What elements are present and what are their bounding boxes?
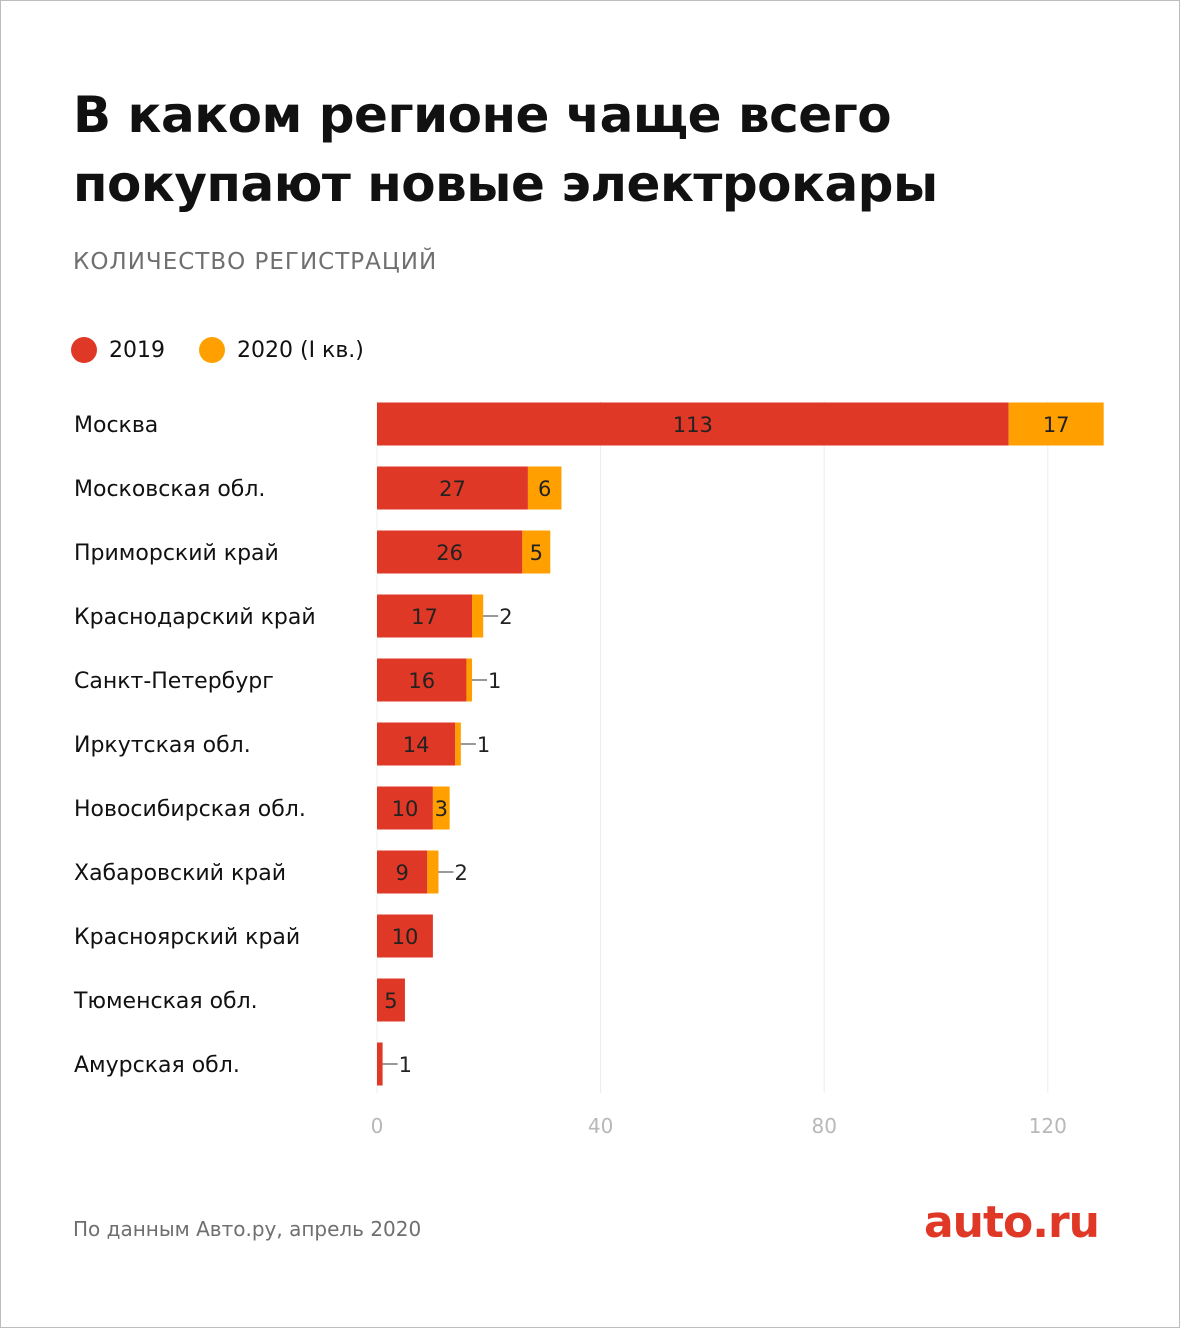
bar-value-small: 1 — [488, 669, 501, 693]
legend-label-2019: 2019 — [109, 337, 165, 363]
bar-2019 — [377, 658, 467, 702]
bar-value-2019: 14 — [403, 733, 430, 757]
auto-ru-logo: auto.ru — [923, 1197, 1100, 1248]
region-label: Московская обл. — [74, 477, 265, 502]
bar-value-2020: 5 — [530, 541, 543, 565]
bar-2019 — [377, 530, 523, 574]
x-tick-label: 40 — [588, 1114, 613, 1138]
legend-swatch-2019 — [71, 337, 97, 363]
bar-value-small: 2 — [454, 861, 467, 885]
title-line-1: В каком регионе чаще всего — [73, 86, 892, 144]
bar-2020 — [455, 722, 461, 766]
region-label: Новосибирская обл. — [74, 797, 306, 822]
region-label: Приморский край — [74, 541, 279, 566]
bar-value-2020: 6 — [538, 477, 551, 501]
legend-swatch-2020 — [199, 337, 225, 363]
region-label: Иркутская обл. — [74, 733, 251, 758]
bar-value-2019: 10 — [392, 797, 419, 821]
bar-value-2019: 9 — [395, 861, 408, 885]
region-label: Тюменская обл. — [73, 989, 258, 1014]
bar-2020 — [527, 466, 562, 510]
region-label: Красноярский край — [74, 925, 300, 950]
bar-2019 — [377, 850, 428, 894]
legend-item-2020: 2020 (I кв.) — [199, 335, 364, 365]
region-label: Москва — [74, 413, 158, 438]
source-note: По данным Авто.ру, апрель 2020 — [73, 1217, 422, 1241]
bar-value-small: 1 — [477, 733, 490, 757]
x-tick-label: 80 — [811, 1114, 836, 1138]
region-label: Санкт-Петербург — [74, 669, 274, 694]
bar-2020 — [432, 786, 450, 830]
bar-value-2019: 17 — [411, 605, 438, 629]
region-label: Амурская обл. — [74, 1053, 240, 1078]
bar-value-2019: 5 — [384, 989, 397, 1013]
region-label: Краснодарский край — [74, 605, 316, 630]
bar-value-2020: 17 — [1043, 413, 1070, 437]
bar-value-2019: 16 — [408, 669, 435, 693]
bar-value-2019: 27 — [439, 477, 466, 501]
bar-value-2019: 26 — [436, 541, 463, 565]
bar-2019 — [377, 402, 1009, 446]
bar-2019 — [377, 722, 456, 766]
legend-item-2019: 2019 — [71, 335, 165, 365]
bar-value-2019: 10 — [392, 925, 419, 949]
x-tick-label: 0 — [371, 1114, 384, 1138]
bar-2019 — [377, 1042, 383, 1086]
bar-2020 — [472, 594, 484, 638]
bar-2019 — [377, 978, 405, 1022]
bar-2019 — [377, 914, 433, 958]
bar-2019 — [377, 786, 433, 830]
bar-2020 — [427, 850, 439, 894]
legend-label-2020: 2020 (I кв.) — [237, 337, 364, 363]
bar-2020 — [466, 658, 473, 702]
chart-title: В каком регионе чаще всего покупают новы… — [73, 81, 1113, 219]
title-line-2: покупают новые электрокары — [73, 155, 938, 213]
bar-value-small: 2 — [499, 605, 512, 629]
bar-2019 — [377, 594, 473, 638]
chart-subtitle: КОЛИЧЕСТВО РЕГИСТРАЦИЙ — [73, 249, 438, 275]
bar-value-2019: 113 — [673, 413, 713, 437]
bar-2020 — [522, 530, 551, 574]
bar-value-small: 1 — [399, 1053, 412, 1077]
bar-2019 — [377, 466, 528, 510]
bar-value-2020: 3 — [435, 797, 448, 821]
x-tick-label: 120 — [1029, 1114, 1067, 1138]
bar-2020 — [1008, 402, 1104, 446]
region-label: Хабаровский край — [74, 861, 286, 886]
